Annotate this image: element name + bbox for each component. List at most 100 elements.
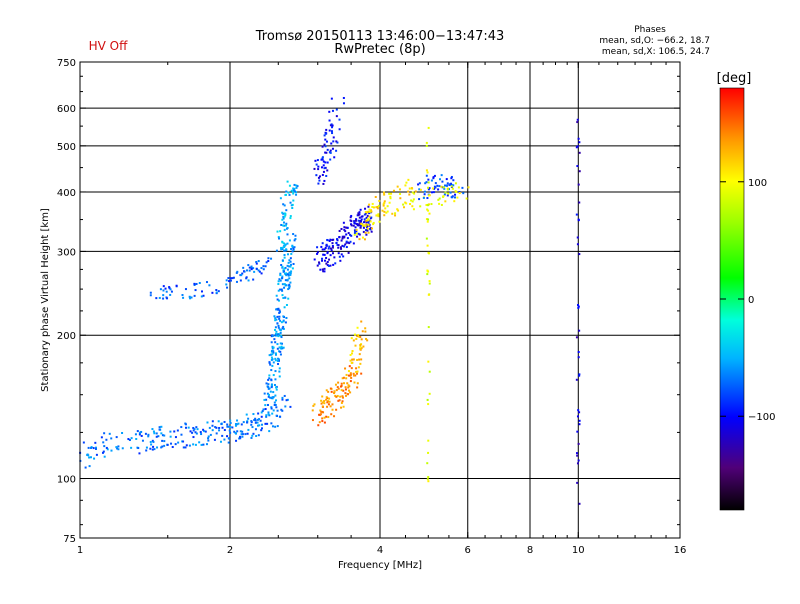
echo-point <box>323 167 326 170</box>
echo-point <box>267 387 270 390</box>
echo-point <box>105 438 108 441</box>
echo-point <box>257 269 260 272</box>
echo-point <box>317 168 320 171</box>
echo-point <box>357 219 360 222</box>
echo-point <box>264 265 267 268</box>
echo-point <box>282 315 285 318</box>
echo-point <box>438 202 441 205</box>
echo-point <box>267 260 270 263</box>
echo-point <box>322 170 325 173</box>
echo-point <box>282 215 285 218</box>
echo-point <box>397 209 400 212</box>
echo-point <box>284 266 287 269</box>
echo-point <box>321 248 324 251</box>
echo-point <box>389 195 392 198</box>
y-tick-label: 100 <box>57 475 76 486</box>
echo-point <box>276 315 279 318</box>
echo-point <box>279 342 282 345</box>
echo-point <box>425 169 428 172</box>
echo-point <box>577 356 580 359</box>
echo-point <box>218 426 221 429</box>
echo-point <box>283 286 286 289</box>
echo-point <box>362 224 365 227</box>
echo-point <box>117 448 120 451</box>
echo-point <box>95 446 98 449</box>
echo-point <box>281 218 284 221</box>
echo-point <box>328 239 331 242</box>
echo-point <box>335 115 338 118</box>
echo-point <box>285 316 288 319</box>
echo-point <box>578 419 581 422</box>
echo-point <box>265 398 268 401</box>
echo-point <box>575 336 578 339</box>
echo-point <box>365 223 368 226</box>
echo-point <box>272 351 275 354</box>
echo-point <box>351 352 354 355</box>
echo-point <box>324 138 327 141</box>
echo-point <box>182 440 185 443</box>
echo-point <box>288 193 291 196</box>
echo-point <box>427 186 430 189</box>
echo-point <box>191 431 194 434</box>
echo-point <box>322 411 325 414</box>
echo-point <box>440 203 443 206</box>
echo-point <box>283 253 286 256</box>
echo-point <box>284 224 287 227</box>
echo-point <box>350 223 353 226</box>
echo-point <box>350 362 353 365</box>
echo-point <box>284 243 287 246</box>
echo-point <box>371 202 374 205</box>
phases-o-stats: mean, sd,O: −66.2, 18.7 <box>599 36 710 46</box>
echo-point <box>337 381 340 384</box>
echo-point <box>322 160 325 163</box>
echo-point <box>270 350 273 353</box>
echo-point <box>291 203 294 206</box>
echo-point <box>251 434 254 437</box>
echo-point <box>370 209 373 212</box>
echo-point <box>177 441 180 444</box>
echo-point <box>292 248 295 251</box>
echo-point <box>443 193 446 196</box>
echo-point <box>321 257 324 260</box>
echo-point <box>239 279 242 282</box>
echo-point <box>362 230 365 233</box>
echo-point <box>229 419 232 422</box>
echo-point <box>321 417 324 420</box>
echo-point <box>465 197 468 200</box>
echo-point <box>317 424 320 427</box>
echo-point <box>234 423 237 426</box>
echo-point <box>340 382 343 385</box>
echo-point <box>342 376 345 379</box>
echo-point <box>149 440 152 443</box>
echo-point <box>436 184 439 187</box>
echo-point <box>315 174 318 177</box>
echo-point <box>353 220 356 223</box>
echo-point <box>347 386 350 389</box>
echo-point <box>282 297 285 300</box>
echo-point <box>166 443 169 446</box>
echo-point <box>162 285 165 288</box>
echo-point <box>575 452 578 455</box>
y-tick-label: 400 <box>57 188 76 199</box>
echo-point <box>227 441 230 444</box>
echo-point <box>289 281 292 284</box>
echo-point <box>265 261 268 264</box>
echo-point <box>368 203 371 206</box>
echo-point <box>372 223 375 226</box>
echo-point <box>160 446 163 449</box>
echo-point <box>365 216 368 219</box>
echo-point <box>426 220 429 223</box>
echo-point <box>138 433 141 436</box>
echo-point <box>370 230 373 233</box>
echo-point <box>449 183 452 186</box>
echo-point <box>180 433 183 436</box>
echo-point <box>281 283 284 286</box>
echo-point <box>265 414 268 417</box>
echo-point <box>279 415 282 418</box>
echo-point <box>323 134 326 137</box>
echo-point <box>254 428 257 431</box>
echo-point <box>328 397 331 400</box>
echo-point <box>242 266 245 269</box>
echo-point <box>267 395 270 398</box>
echo-point <box>289 201 292 204</box>
